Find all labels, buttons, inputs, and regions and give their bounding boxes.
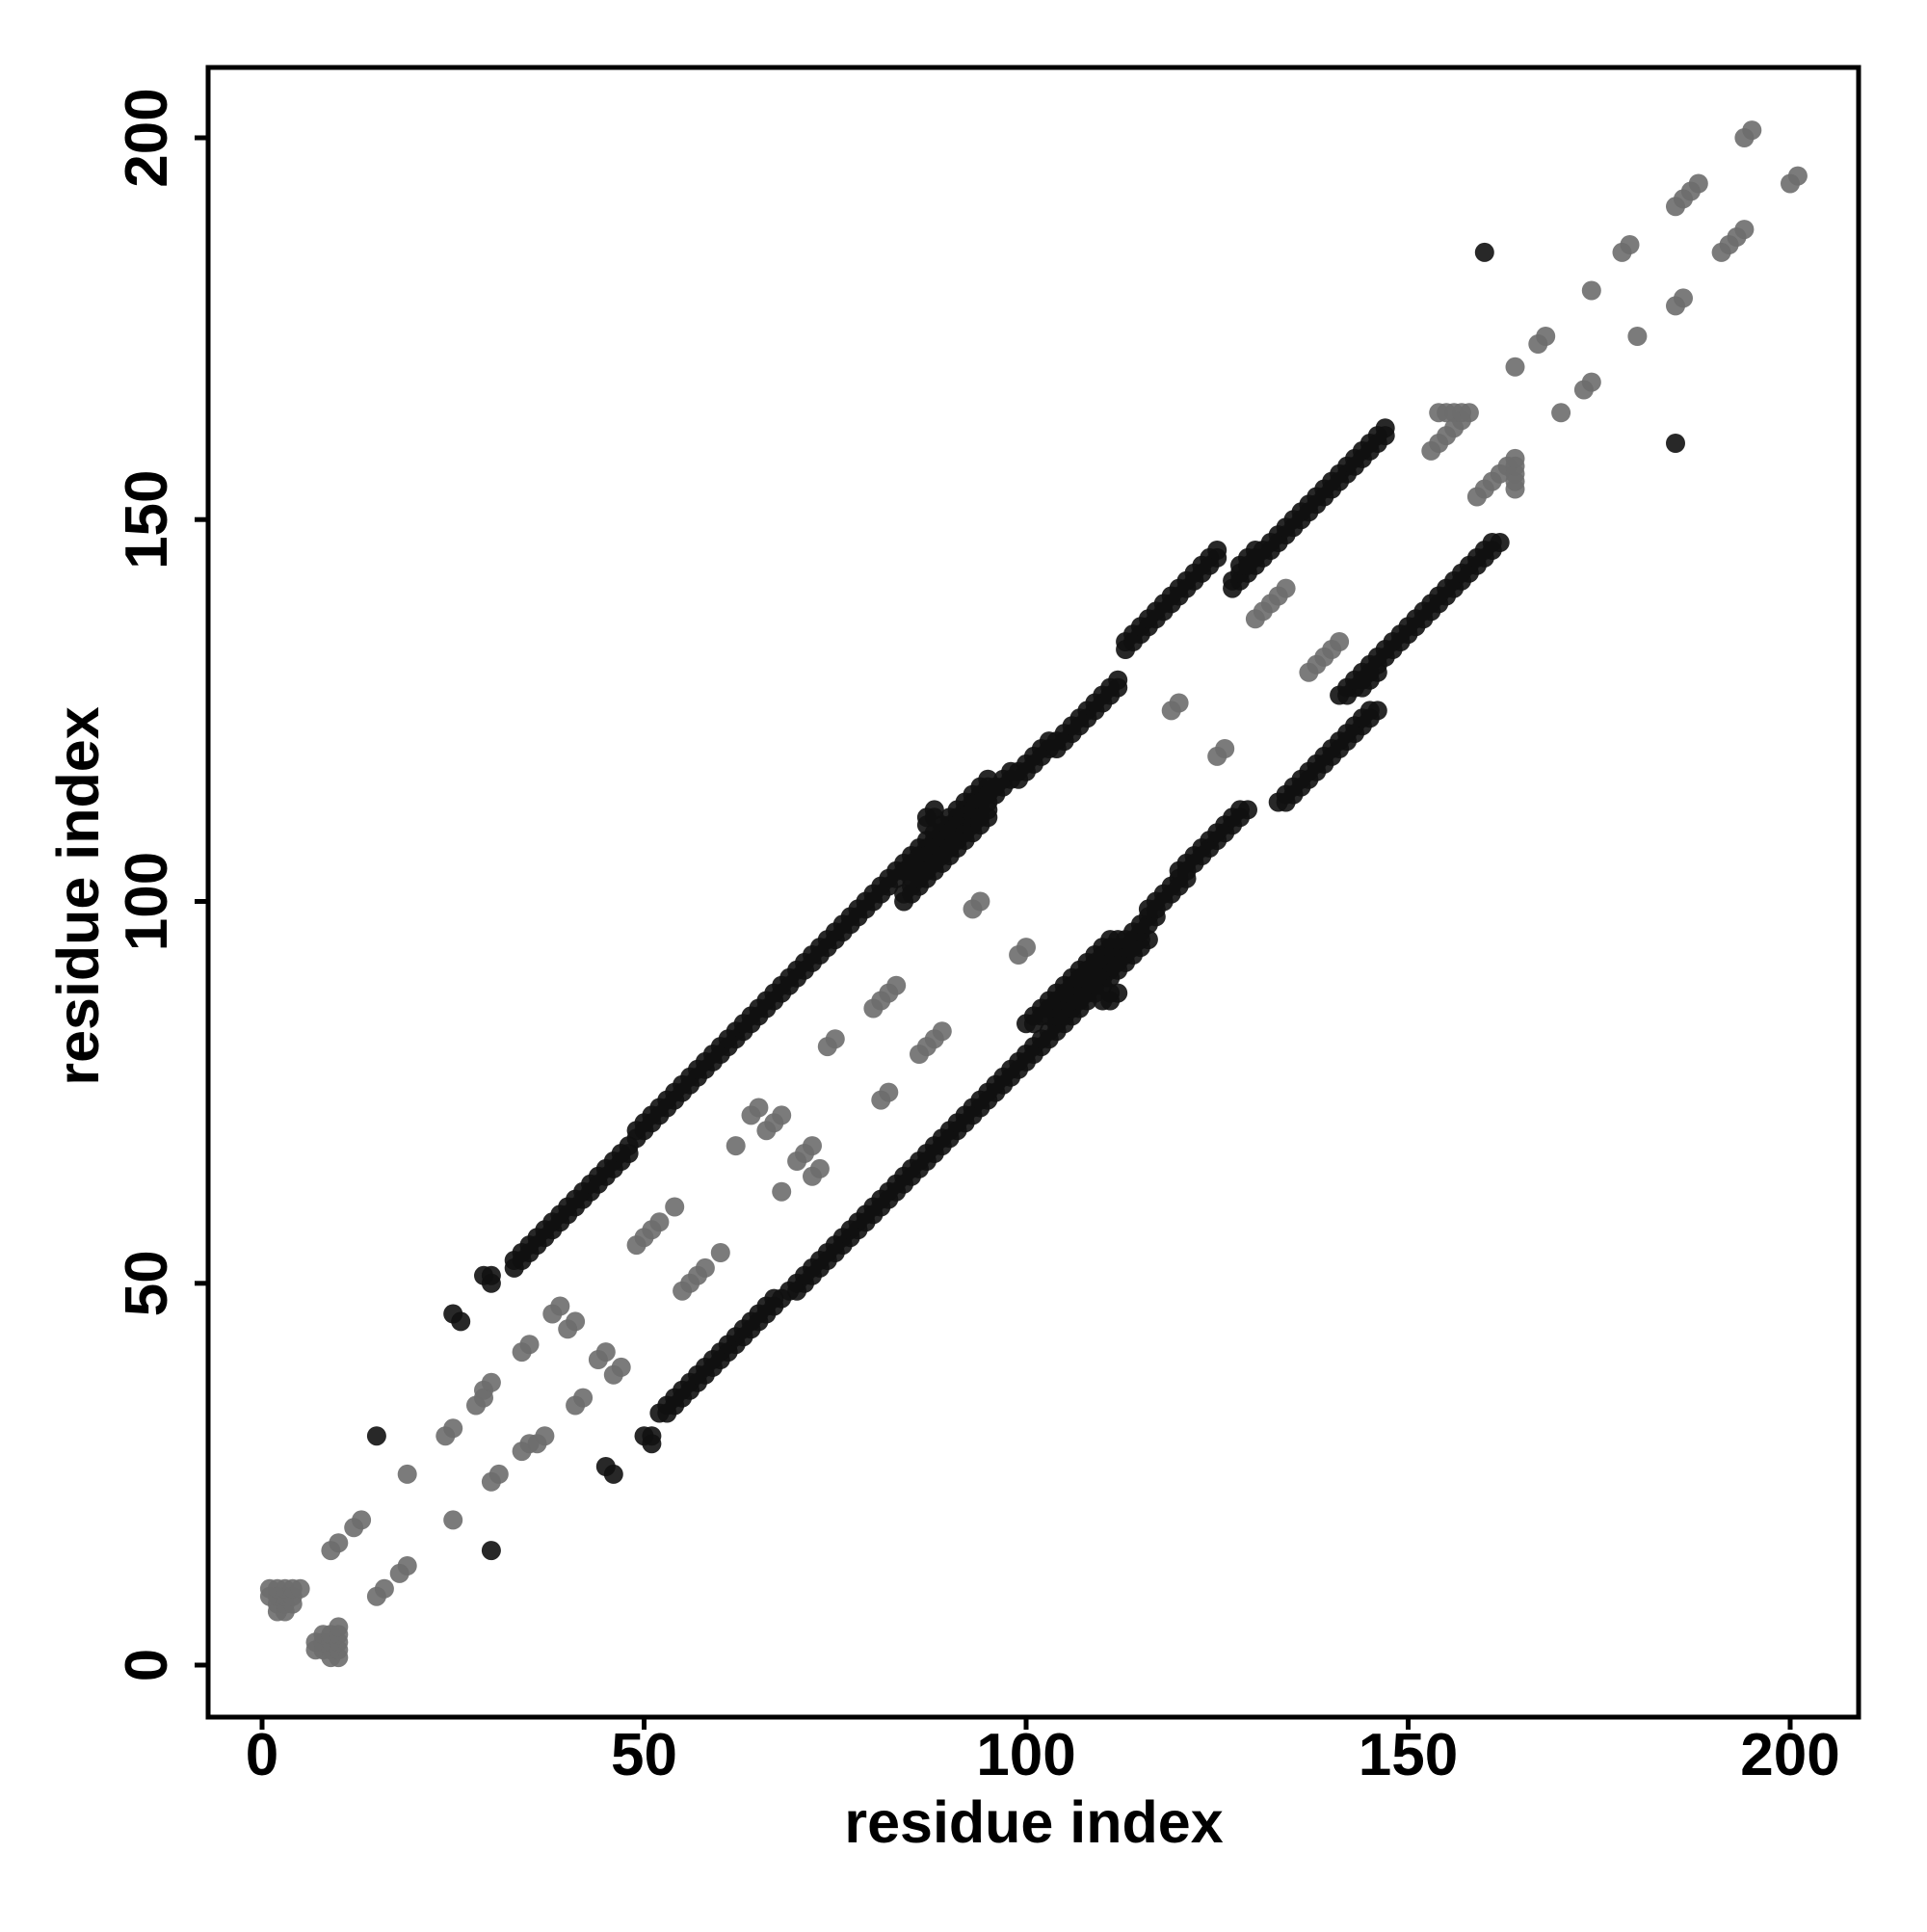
svg-text:residue index: residue index	[844, 1789, 1223, 1855]
svg-text:50: 50	[114, 1250, 180, 1316]
svg-text:0: 0	[114, 1649, 180, 1681]
svg-text:100: 100	[114, 852, 180, 951]
svg-text:150: 150	[114, 469, 180, 569]
svg-text:200: 200	[1740, 1722, 1839, 1788]
svg-text:200: 200	[114, 88, 180, 187]
svg-text:50: 50	[611, 1722, 677, 1788]
svg-text:residue index: residue index	[45, 706, 111, 1085]
svg-text:0: 0	[246, 1722, 278, 1788]
svg-text:100: 100	[976, 1722, 1075, 1788]
svg-text:150: 150	[1359, 1722, 1458, 1788]
